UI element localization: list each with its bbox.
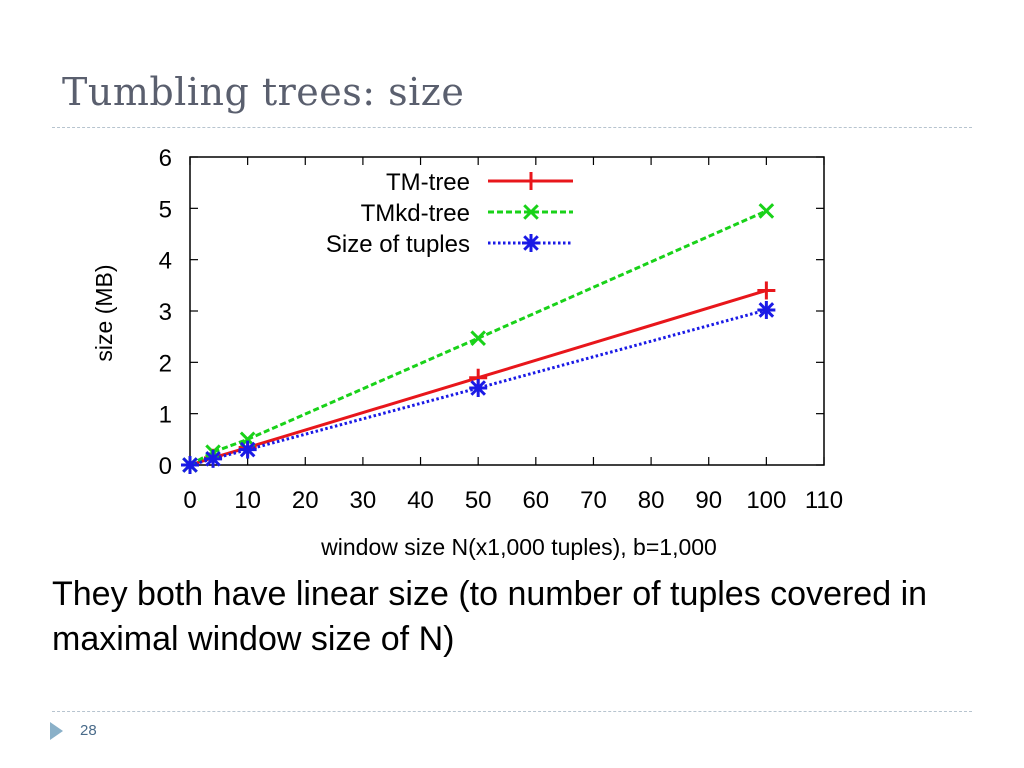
x-tick-label: 110 [805,487,843,514]
line-chart: 0 10 20 30 40 50 60 70 80 90 100 110 0 1 2 3 4 5 6 window s… [91,145,843,560]
y-tick-label: 2 [159,350,172,377]
x-axis-label: window size N(x1,000 tuples), b=1,000 [320,534,717,560]
y-tick-label: 3 [159,299,172,326]
x-tick-label: 80 [638,487,665,514]
y-tick-label: 4 [159,248,172,275]
title-divider [52,127,972,128]
slide-body-text: They both have linear size (to number of… [52,575,928,658]
data-point-2 [469,379,488,397]
footer-divider [52,711,972,712]
y-tick-label: 1 [159,402,172,429]
plot-frame [189,156,825,466]
legend-swatch-marker [523,204,539,220]
data-point-1 [470,330,486,347]
page-number: 28 [80,722,97,739]
x-tick-label: 20 [292,487,319,514]
data-point-2 [238,440,257,459]
x-tick-label: 90 [695,487,722,514]
legend-label: TMkd-tree [361,200,470,227]
x-tick-label: 30 [350,487,377,514]
y-tick-label: 0 [159,453,172,480]
y-axis-label: size (MB) [91,264,117,361]
x-tick-label: 70 [580,487,607,514]
data-point-2 [204,449,223,468]
y-tick-label: 6 [159,145,172,172]
x-tick-label: 10 [234,487,261,514]
legend-label: TM-tree [386,169,470,196]
data-point-2 [757,300,776,319]
y-tick-label: 5 [159,196,172,223]
legend-label: Size of tuples [326,231,470,258]
slide-title: Tumbling trees: size [62,70,465,114]
x-tick-label: 60 [522,487,549,514]
x-tick-label: 40 [407,487,434,514]
legend-swatch-marker [522,172,540,190]
legend-swatch-marker [522,234,540,252]
data-point-0 [757,281,776,300]
data-point-1 [758,203,775,219]
footer-arrow-icon [50,722,63,740]
series-line-2 [189,308,767,467]
data-point-2 [181,456,199,474]
x-tick-label: 0 [183,487,196,514]
x-tick-label: 50 [465,487,492,514]
x-tick-label: 100 [746,487,786,514]
